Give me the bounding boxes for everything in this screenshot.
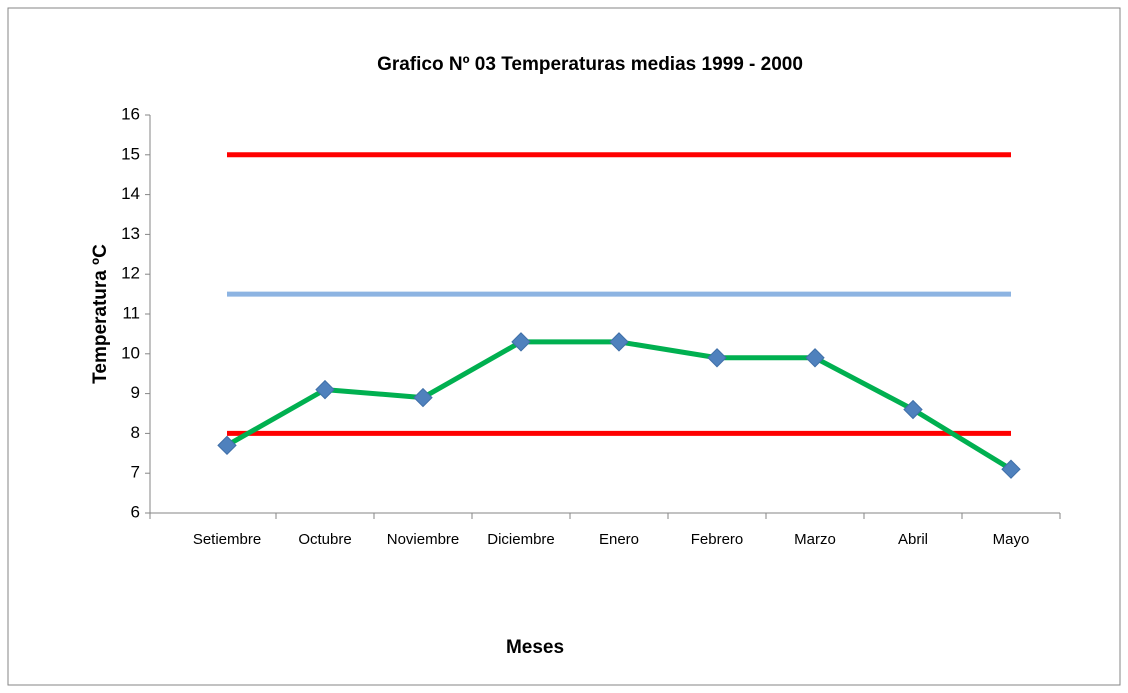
marker — [903, 399, 923, 420]
y-tick-label: 11 — [122, 303, 140, 322]
y-tick-label: 7 — [131, 463, 140, 482]
marker — [609, 332, 629, 352]
marker — [315, 379, 335, 400]
x-tick-label: Setiembre — [193, 531, 261, 548]
marker — [1001, 459, 1021, 479]
marker — [217, 435, 237, 456]
y-axis-label: Temperatura ºC — [90, 244, 111, 384]
x-tick-label: Marzo — [794, 531, 836, 548]
y-tick-label: 12 — [121, 264, 140, 283]
x-tick-label: Mayo — [993, 531, 1030, 548]
x-tick-label: Octubre — [298, 531, 351, 548]
y-tick-label: 14 — [121, 184, 140, 203]
chart-border — [7, 7, 1121, 686]
chart-title: Grafico Nº 03 Temperaturas medias 1999 -… — [377, 54, 803, 75]
x-tick-label: Abril — [898, 531, 928, 548]
x-tick-label: Enero — [599, 531, 639, 548]
x-tick-label: Febrero — [691, 531, 744, 548]
x-tick-label: Diciembre — [487, 531, 555, 548]
y-tick-label: 9 — [131, 383, 140, 402]
y-tick-label: 15 — [121, 144, 140, 163]
y-tick-label: 6 — [131, 502, 140, 521]
marker — [413, 387, 433, 408]
y-tick-label: 10 — [121, 343, 140, 362]
marker — [805, 348, 825, 368]
x-axis-label: Meses — [506, 637, 564, 658]
y-tick-label: 13 — [121, 224, 140, 243]
y-tick-label: 16 — [121, 104, 140, 123]
y-tick-label: 8 — [131, 423, 140, 442]
marker — [707, 348, 727, 368]
marker — [511, 332, 531, 352]
x-tick-label: Noviembre — [387, 531, 460, 548]
